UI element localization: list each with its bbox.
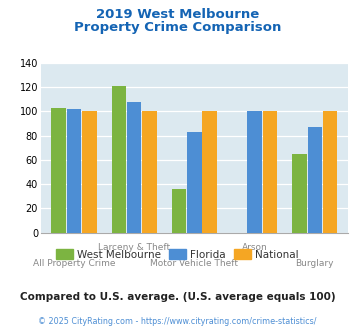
Bar <box>127 102 141 233</box>
Bar <box>202 111 217 233</box>
Bar <box>142 111 157 233</box>
Bar <box>187 132 202 233</box>
Text: 2019 West Melbourne: 2019 West Melbourne <box>96 8 259 21</box>
Bar <box>292 154 307 233</box>
Bar <box>67 109 81 233</box>
Text: Compared to U.S. average. (U.S. average equals 100): Compared to U.S. average. (U.S. average … <box>20 292 335 302</box>
Text: Arson: Arson <box>242 243 267 252</box>
Text: Larceny & Theft: Larceny & Theft <box>98 243 170 252</box>
Text: Property Crime Comparison: Property Crime Comparison <box>74 21 281 34</box>
Text: Motor Vehicle Theft: Motor Vehicle Theft <box>151 259 238 268</box>
Text: Burglary: Burglary <box>295 259 334 268</box>
Bar <box>307 127 322 233</box>
Bar <box>247 111 262 233</box>
Bar <box>172 189 186 233</box>
Text: All Property Crime: All Property Crime <box>33 259 115 268</box>
Bar <box>51 108 66 233</box>
Bar <box>111 86 126 233</box>
Bar <box>263 111 277 233</box>
Bar <box>82 111 97 233</box>
Legend: West Melbourne, Florida, National: West Melbourne, Florida, National <box>52 245 303 264</box>
Bar <box>323 111 337 233</box>
Text: © 2025 CityRating.com - https://www.cityrating.com/crime-statistics/: © 2025 CityRating.com - https://www.city… <box>38 317 317 326</box>
